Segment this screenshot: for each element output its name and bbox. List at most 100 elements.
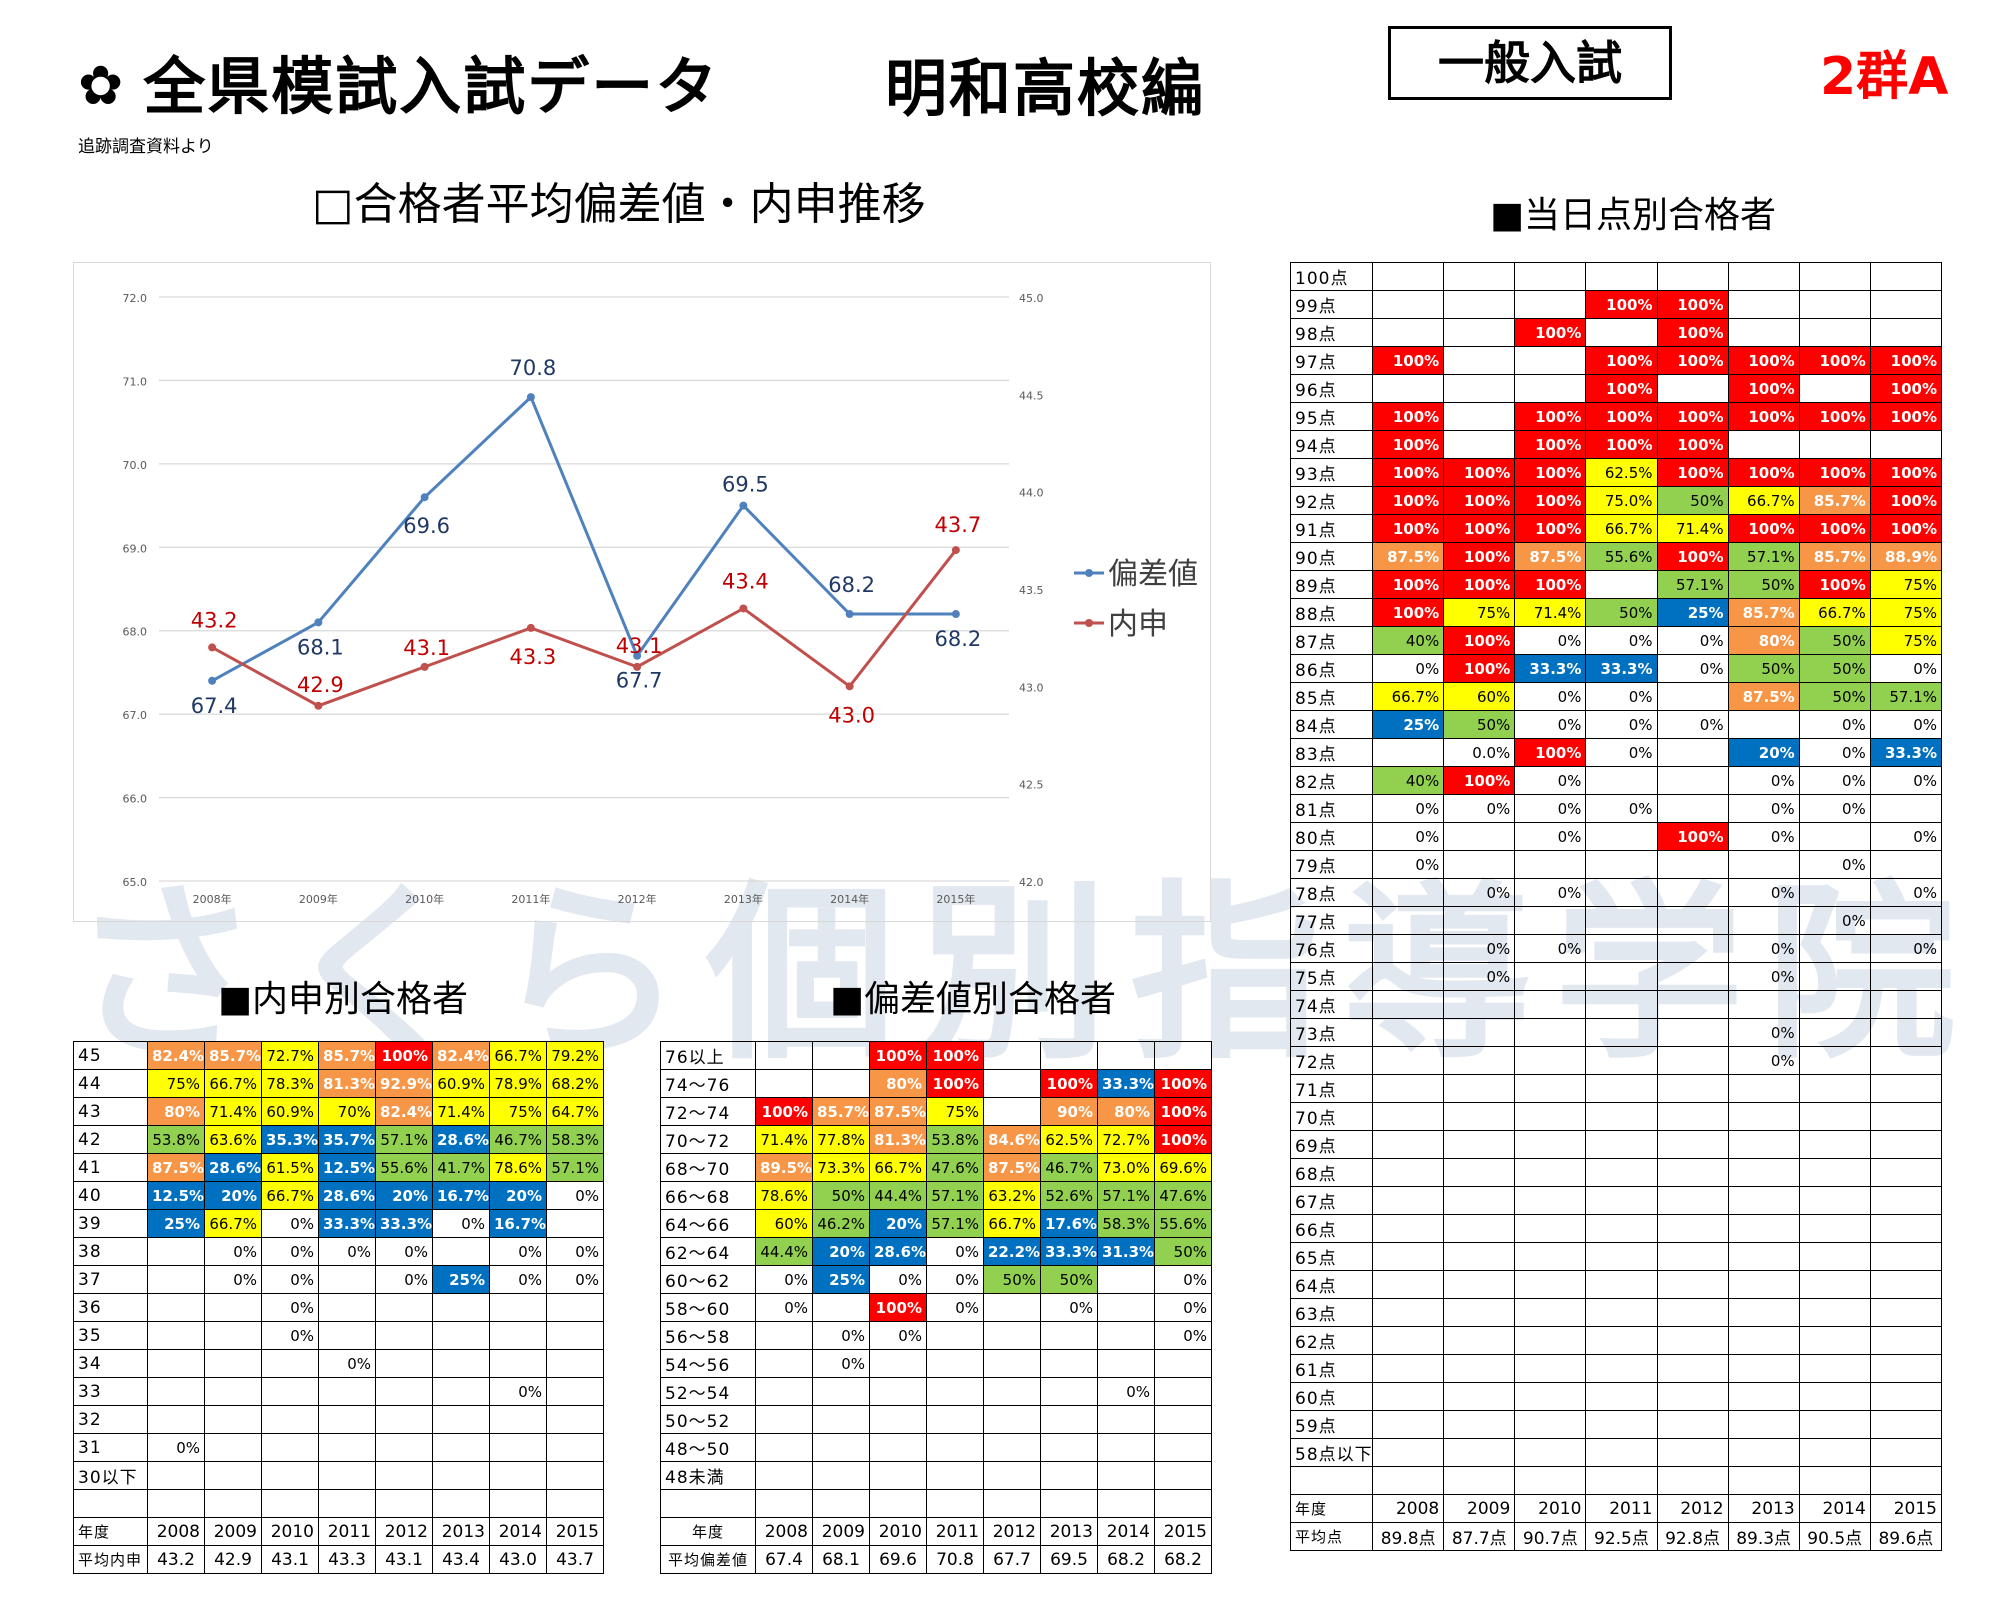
table-cell: 50%: [1798, 626, 1871, 655]
table-cell: [1798, 1298, 1871, 1327]
chart-section-title: □合格者平均偏差値・内申推移: [312, 179, 926, 230]
table-cell: [147, 1265, 205, 1294]
table-cell: [1514, 1438, 1587, 1467]
data-label: 67.7: [616, 669, 663, 693]
table-cell: [983, 1461, 1041, 1490]
row-label: 36: [73, 1293, 148, 1322]
table-cell: [432, 1461, 490, 1490]
table-row: 98点 100% 100%: [1289, 318, 1943, 347]
year-row-cell: 2011: [1585, 1494, 1658, 1523]
table-cell: 75%: [1869, 626, 1943, 655]
table-cell: [812, 1405, 870, 1434]
table-cell: [1443, 1438, 1516, 1467]
table-cell: [1869, 1074, 1943, 1103]
table-cell: [1372, 1214, 1445, 1243]
average-row-cell: 87.7点: [1443, 1522, 1516, 1551]
table-cell: [1869, 1046, 1943, 1075]
table-cell: 62.5%: [1040, 1125, 1098, 1154]
data-label: 43.0: [828, 703, 875, 727]
table-cell: [926, 1489, 984, 1518]
row-label: 75点: [1289, 962, 1374, 991]
table-cell: [755, 1377, 813, 1406]
table-cell: [1727, 990, 1800, 1019]
table-cell: 0%: [1372, 850, 1445, 879]
table-cell: [1585, 1018, 1658, 1047]
table-cell: 58.3%: [1097, 1209, 1155, 1238]
table-cell: 0%: [1040, 1293, 1098, 1322]
table-cell: 78.9%: [489, 1069, 547, 1098]
table-cell: 100%: [1040, 1069, 1098, 1098]
year-row-cell: 2014: [1097, 1517, 1155, 1546]
table-cell: 0%: [1443, 878, 1516, 907]
table-cell: 75%: [926, 1097, 984, 1126]
row-label: 37: [73, 1265, 148, 1294]
table-row: 69点: [1289, 1130, 1943, 1159]
table-cell: 100%: [1869, 486, 1943, 515]
table-cell: [1514, 990, 1587, 1019]
table-cell: [1798, 374, 1871, 403]
table-cell: 85.7%: [812, 1097, 870, 1126]
year-row-label: 年度: [73, 1517, 148, 1546]
table-cell: [204, 1489, 262, 1518]
table-cell: [1869, 1438, 1943, 1467]
table-cell: [1585, 878, 1658, 907]
table-row: 64～66 60% 46.2% 20% 57.1% 66.7% 17.6% 58.3% 55.6…: [660, 1209, 1212, 1238]
year-row-cell: 2014: [1798, 1494, 1871, 1523]
table-row: 84点 25% 50% 0% 0% 0% 0% 0%: [1289, 710, 1943, 739]
table-cell: [1372, 934, 1445, 963]
table-cell: 0%: [1514, 710, 1587, 739]
y-left-tick-label: 71.0: [123, 375, 148, 388]
row-label: 62～64: [660, 1237, 756, 1266]
table-cell: 0%: [1798, 850, 1871, 879]
table-row: 42 53.8% 63.6% 35.3% 35.7% 57.1% 28.6% 46.7% 58.…: [73, 1125, 604, 1154]
hensachi-table: 76以上 100% 100% 74～76 80% 100% 100% 33.3% 100% 72～…: [660, 1041, 1212, 1574]
row-label: 92点: [1289, 486, 1374, 515]
table-cell: [1585, 1158, 1658, 1187]
table-cell: 66.7%: [489, 1041, 547, 1070]
table-cell: [318, 1433, 376, 1462]
table-cell: 73.3%: [812, 1153, 870, 1182]
table-cell: [1656, 1298, 1729, 1327]
table-cell: [375, 1377, 433, 1406]
table-cell: [1372, 1382, 1445, 1411]
table-cell: 0%: [1585, 626, 1658, 655]
table-cell: [1656, 1130, 1729, 1159]
table-cell: 0%: [926, 1293, 984, 1322]
table-cell: [1040, 1377, 1098, 1406]
average-row: 平均偏差値 67.4 68.1 69.6 70.8 67.7 69.5 68.2 68.2: [660, 1545, 1212, 1574]
table-row: 52～54 0%: [660, 1377, 1212, 1406]
table-row: 48未満: [660, 1461, 1212, 1490]
table-cell: [1585, 318, 1658, 347]
table-cell: 50%: [1727, 654, 1800, 683]
table-cell: [1585, 1102, 1658, 1131]
table-cell: 100%: [1869, 458, 1943, 487]
table-cell: 0%: [1869, 766, 1943, 795]
row-label: 60点: [1289, 1382, 1374, 1411]
table-row: 70点: [1289, 1102, 1943, 1131]
average-row-cell: 43.7: [546, 1545, 604, 1574]
table-cell: 69.6%: [1154, 1153, 1212, 1182]
data-point: [420, 662, 429, 671]
data-label: 42.9: [297, 673, 344, 697]
table-cell: 89.5%: [755, 1153, 813, 1182]
table-cell: 25%: [1372, 710, 1445, 739]
average-row-cell: 89.6点: [1869, 1522, 1943, 1551]
table-cell: [1443, 430, 1516, 459]
table-cell: [1869, 1466, 1943, 1495]
table-row: 66～68 78.6% 50% 44.4% 57.1% 63.2% 52.6% 57.1% 47…: [660, 1181, 1212, 1210]
row-label: 85点: [1289, 682, 1374, 711]
table-cell: 0%: [1798, 794, 1871, 823]
table-cell: [1727, 850, 1800, 879]
table-cell: 100%: [869, 1041, 927, 1070]
year-row-cell: 2013: [1040, 1517, 1098, 1546]
table-cell: [1443, 262, 1516, 291]
table-cell: [1798, 1158, 1871, 1187]
table-cell: 46.2%: [812, 1209, 870, 1238]
table-cell: [1514, 1046, 1587, 1075]
table-cell: [1869, 1214, 1943, 1243]
table-cell: 0%: [1154, 1265, 1212, 1294]
table-cell: [147, 1489, 205, 1518]
row-label: 98点: [1289, 318, 1374, 347]
table-cell: [1585, 850, 1658, 879]
table-cell: [869, 1405, 927, 1434]
